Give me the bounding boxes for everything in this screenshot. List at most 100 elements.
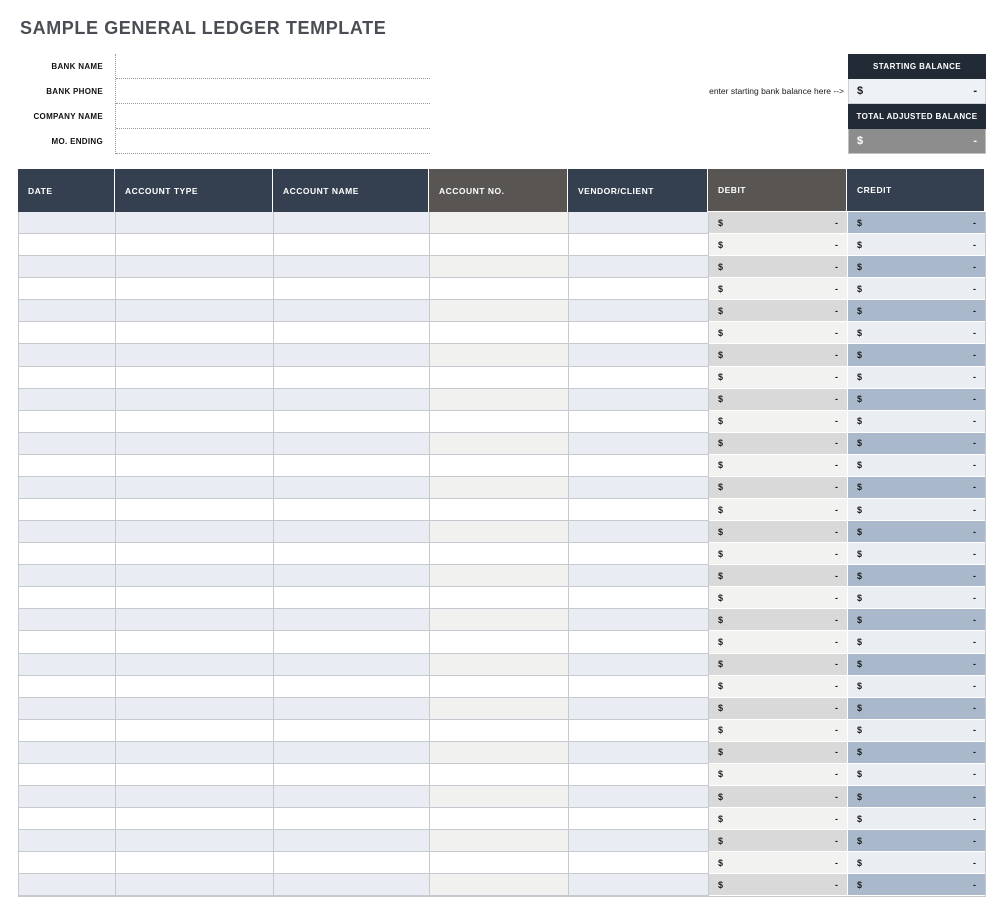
- cell-account-no[interactable]: [430, 432, 569, 455]
- cell-vendor-client[interactable]: [569, 543, 709, 566]
- cell-date[interactable]: [19, 609, 116, 632]
- cell-date[interactable]: [19, 322, 116, 345]
- cell-account-type[interactable]: [116, 808, 274, 831]
- cell-account-name[interactable]: [274, 432, 430, 455]
- cell-vendor-client[interactable]: [569, 587, 709, 610]
- cell-vendor-client[interactable]: [569, 631, 709, 654]
- cell-debit[interactable]: $ -: [709, 830, 848, 853]
- cell-vendor-client[interactable]: [569, 675, 709, 698]
- cell-account-no[interactable]: [430, 499, 569, 522]
- cell-account-no[interactable]: [430, 521, 569, 544]
- cell-account-no[interactable]: [430, 454, 569, 477]
- cell-vendor-client[interactable]: [569, 653, 709, 676]
- cell-credit[interactable]: $ -: [848, 212, 985, 235]
- cell-debit[interactable]: $ -: [709, 587, 848, 610]
- cell-credit[interactable]: $ -: [848, 786, 985, 809]
- bank-phone-field[interactable]: [116, 79, 430, 104]
- cell-credit[interactable]: $ -: [848, 631, 985, 654]
- cell-date[interactable]: [19, 212, 116, 235]
- cell-account-no[interactable]: [430, 234, 569, 257]
- cell-credit[interactable]: $ -: [848, 587, 985, 610]
- cell-debit[interactable]: $ -: [709, 499, 848, 522]
- cell-account-no[interactable]: [430, 786, 569, 809]
- mo-ending-field[interactable]: [116, 129, 430, 154]
- cell-account-type[interactable]: [116, 366, 274, 389]
- cell-date[interactable]: [19, 874, 116, 897]
- cell-debit[interactable]: $ -: [709, 565, 848, 588]
- cell-date[interactable]: [19, 476, 116, 500]
- cell-debit[interactable]: $ -: [709, 697, 848, 720]
- cell-debit[interactable]: $ -: [709, 609, 848, 632]
- cell-account-type[interactable]: [116, 410, 274, 433]
- cell-vendor-client[interactable]: [569, 830, 709, 853]
- cell-account-type[interactable]: [116, 609, 274, 632]
- cell-credit[interactable]: $ -: [848, 697, 985, 720]
- cell-account-no[interactable]: [430, 344, 569, 367]
- cell-debit[interactable]: $ -: [709, 344, 848, 367]
- cell-credit[interactable]: $ -: [848, 432, 985, 455]
- cell-account-type[interactable]: [116, 653, 274, 676]
- cell-vendor-client[interactable]: [569, 719, 709, 742]
- cell-vendor-client[interactable]: [569, 499, 709, 522]
- cell-date[interactable]: [19, 344, 116, 367]
- cell-vendor-client[interactable]: [569, 609, 709, 632]
- cell-account-type[interactable]: [116, 830, 274, 853]
- cell-account-type[interactable]: [116, 476, 274, 500]
- cell-debit[interactable]: $ -: [709, 300, 848, 323]
- cell-date[interactable]: [19, 234, 116, 257]
- cell-vendor-client[interactable]: [569, 741, 709, 764]
- cell-vendor-client[interactable]: [569, 454, 709, 477]
- cell-credit[interactable]: $ -: [848, 410, 985, 433]
- cell-credit[interactable]: $ -: [848, 234, 985, 257]
- cell-account-type[interactable]: [116, 344, 274, 367]
- cell-vendor-client[interactable]: [569, 410, 709, 433]
- cell-credit[interactable]: $ -: [848, 609, 985, 632]
- cell-vendor-client[interactable]: [569, 476, 709, 500]
- cell-vendor-client[interactable]: [569, 852, 709, 875]
- cell-account-type[interactable]: [116, 675, 274, 698]
- cell-debit[interactable]: $ -: [709, 521, 848, 544]
- cell-account-name[interactable]: [274, 653, 430, 676]
- cell-credit[interactable]: $ -: [848, 565, 985, 588]
- cell-account-type[interactable]: [116, 852, 274, 875]
- cell-account-name[interactable]: [274, 852, 430, 875]
- cell-date[interactable]: [19, 388, 116, 411]
- cell-account-type[interactable]: [116, 763, 274, 787]
- cell-credit[interactable]: $ -: [848, 322, 985, 345]
- cell-account-name[interactable]: [274, 543, 430, 566]
- cell-credit[interactable]: $ -: [848, 653, 985, 676]
- cell-account-no[interactable]: [430, 653, 569, 676]
- cell-date[interactable]: [19, 830, 116, 853]
- cell-account-type[interactable]: [116, 697, 274, 720]
- cell-account-no[interactable]: [430, 808, 569, 831]
- cell-account-no[interactable]: [430, 212, 569, 235]
- cell-vendor-client[interactable]: [569, 521, 709, 544]
- cell-account-name[interactable]: [274, 521, 430, 544]
- cell-vendor-client[interactable]: [569, 344, 709, 367]
- cell-account-name[interactable]: [274, 322, 430, 345]
- cell-account-type[interactable]: [116, 719, 274, 742]
- cell-account-name[interactable]: [274, 499, 430, 522]
- cell-account-no[interactable]: [430, 830, 569, 853]
- cell-debit[interactable]: $ -: [709, 256, 848, 279]
- cell-account-name[interactable]: [274, 675, 430, 698]
- cell-account-name[interactable]: [274, 631, 430, 654]
- cell-account-no[interactable]: [430, 410, 569, 433]
- cell-date[interactable]: [19, 410, 116, 433]
- cell-account-no[interactable]: [430, 388, 569, 411]
- cell-account-no[interactable]: [430, 697, 569, 720]
- cell-account-no[interactable]: [430, 543, 569, 566]
- cell-account-type[interactable]: [116, 300, 274, 323]
- cell-credit[interactable]: $ -: [848, 763, 985, 787]
- cell-account-type[interactable]: [116, 587, 274, 610]
- cell-debit[interactable]: $ -: [709, 741, 848, 764]
- cell-debit[interactable]: $ -: [709, 366, 848, 389]
- cell-date[interactable]: [19, 852, 116, 875]
- cell-account-type[interactable]: [116, 565, 274, 588]
- company-name-field[interactable]: [116, 104, 430, 129]
- cell-account-name[interactable]: [274, 212, 430, 235]
- cell-account-type[interactable]: [116, 256, 274, 279]
- cell-account-type[interactable]: [116, 388, 274, 411]
- cell-account-name[interactable]: [274, 344, 430, 367]
- cell-credit[interactable]: $ -: [848, 454, 985, 477]
